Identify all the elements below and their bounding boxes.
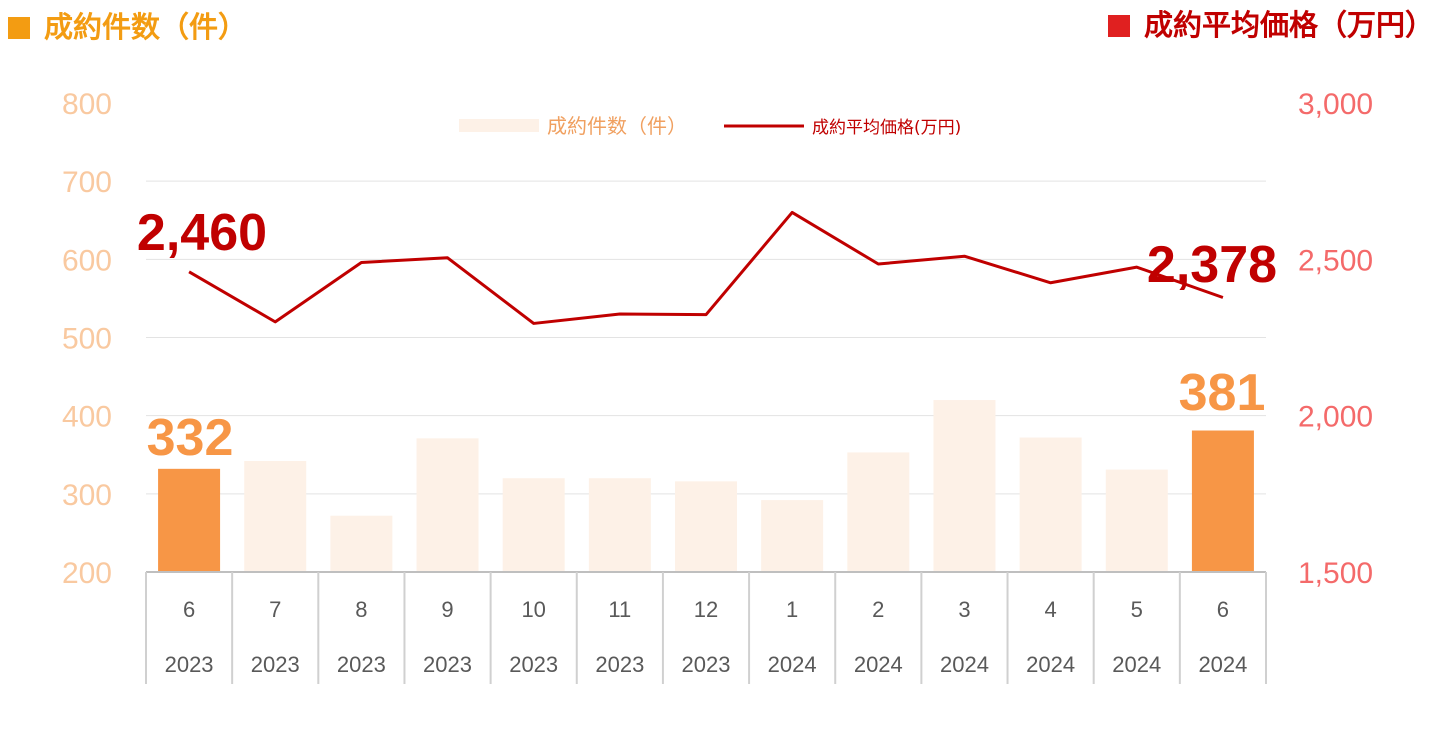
bar	[675, 481, 737, 572]
left-tick-label: 200	[62, 557, 112, 590]
x-tick-year: 2023	[165, 652, 214, 677]
bar	[761, 500, 824, 572]
x-tick-year: 2023	[682, 652, 731, 677]
x-tick-month: 1	[786, 597, 798, 622]
x-tick-month: 7	[269, 597, 281, 622]
x-tick-year: 2024	[940, 652, 989, 677]
bar-first-label: 332	[147, 409, 234, 467]
left-tick-label: 300	[62, 479, 112, 512]
bar	[1105, 469, 1168, 572]
x-tick-year: 2024	[768, 652, 817, 677]
x-tick-year: 2024	[854, 652, 903, 677]
x-tick-year: 2024	[1112, 652, 1161, 677]
bar	[1191, 430, 1254, 572]
legend-line-label: 成約平均価格(万円)	[812, 118, 961, 138]
bar	[158, 468, 221, 572]
x-tick-month: 10	[521, 597, 545, 622]
bar	[244, 461, 307, 572]
right-tick-label: 3,000	[1298, 88, 1373, 121]
left-tick-label: 700	[62, 166, 112, 199]
price-line	[188, 210, 1224, 325]
left-tick-label: 400	[62, 401, 112, 434]
left-tick-label: 500	[62, 323, 112, 356]
legend-bar-label: 成約件数（件）	[547, 114, 687, 138]
bar	[588, 478, 651, 572]
x-tick-month: 6	[183, 597, 195, 622]
left-axis-title: 成約件数（件）	[8, 4, 247, 46]
x-tick-month: 8	[355, 597, 367, 622]
right-tick-label: 1,500	[1298, 557, 1373, 590]
bar	[330, 515, 393, 572]
x-tick-month: 4	[1044, 597, 1056, 622]
right-tick-label: 2,000	[1298, 401, 1373, 434]
x-tick-year: 2023	[423, 652, 472, 677]
right-axis-title: 成約平均価格（万円）	[1107, 2, 1434, 44]
bar-last-label: 381	[1179, 364, 1266, 422]
x-tick-month: 5	[1131, 597, 1143, 622]
bar	[933, 400, 996, 572]
legend-bar-swatch	[459, 119, 539, 132]
line-last-label: 2,378	[1147, 236, 1277, 294]
x-tick-month: 6	[1217, 597, 1229, 622]
x-tick-month: 9	[441, 597, 453, 622]
x-tick-month: 3	[958, 597, 970, 622]
left-tick-label: 800	[62, 88, 112, 121]
x-tick-year: 2024	[1026, 652, 1075, 677]
x-tick-month: 12	[694, 597, 718, 622]
x-tick-month: 11	[608, 597, 631, 622]
x-tick-year: 2024	[1198, 652, 1247, 677]
x-tick-year: 2023	[595, 652, 644, 677]
right-tick-label: 2,500	[1298, 244, 1373, 277]
square-icon	[8, 17, 30, 39]
x-tick-month: 2	[872, 597, 884, 622]
bar	[502, 478, 565, 572]
bar	[416, 438, 479, 572]
bar	[1019, 437, 1082, 572]
x-tick-year: 2023	[509, 652, 558, 677]
x-tick-year: 2023	[251, 652, 300, 677]
x-tick-year: 2023	[337, 652, 386, 677]
square-icon	[1107, 15, 1130, 37]
left-tick-label: 600	[62, 244, 112, 277]
bar	[847, 452, 910, 572]
line-first-label: 2,460	[137, 204, 267, 262]
